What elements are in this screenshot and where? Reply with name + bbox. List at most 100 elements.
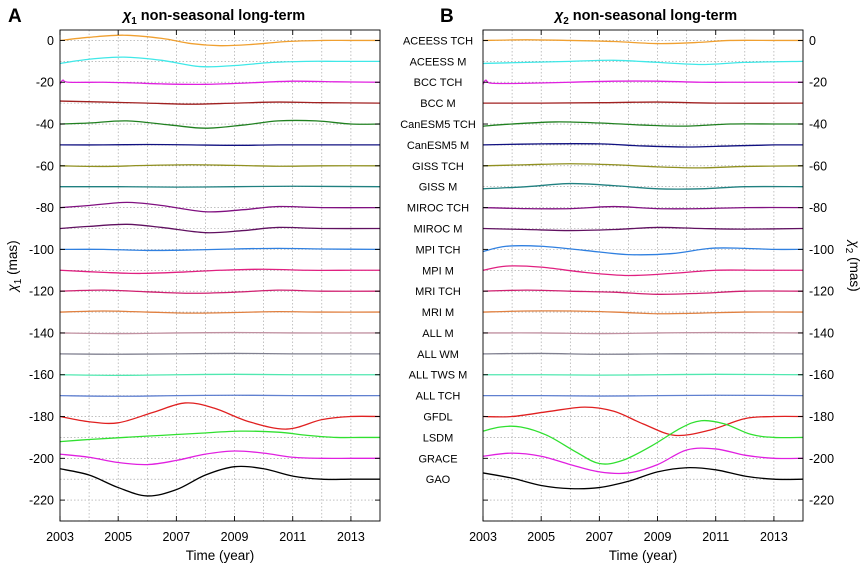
panel-b-series-all-wm [482,352,803,355]
panel-b-series-mri-m [482,310,804,315]
panel-b-y-tick-label: -180 [809,410,834,424]
panel-a-title: χ1 non-seasonal long-term [121,8,305,27]
panel-b-series-mri-tch [482,289,804,295]
panel-a-y-tick-label: -60 [36,159,54,173]
series-label-all-tws-m: ALL TWS M [409,370,468,382]
panel-b-series-aceess-tch [482,39,803,45]
panel-b-series-giss-tch [482,163,804,169]
panel-b-y-tick-label: -220 [809,494,834,508]
panel-a-series-canesm5-m [59,143,380,146]
panel-a-y-tick-label: -140 [29,326,54,340]
panel-b-series-all-tch [482,394,804,397]
series-label-gfdl: GFDL [423,412,452,424]
series-label-aceess-m: ACEESS M [410,56,467,68]
panel-a-y-tick-label: -220 [29,494,54,508]
panel-b-y-tick-label: -80 [809,201,827,215]
panel-b-series-mpi-m [482,265,803,277]
series-label-all-wm: ALL WM [417,349,459,361]
panel-b-series-gfdl [482,406,804,437]
panel-b-series-giss-m [482,182,804,190]
series-label-bcc-m: BCC M [420,98,455,110]
panel-a-ticks [59,30,380,521]
panel-a-x-tick-label: 2011 [279,530,306,544]
panel-a-series-mri-m [59,310,381,314]
panel-a-series-miroc-m [59,223,381,234]
panel-a-y-tick-label: -80 [36,201,54,215]
panel-a-series-grace [59,450,380,466]
panel-b-x-tick-label: 2011 [702,530,729,544]
series-label-miroc-tch: MIROC TCH [407,203,469,215]
panel-a-y-tick-label: -100 [29,243,54,257]
panel-b-x-axis-label: Time (year) [609,548,678,563]
panel-b-series-all-tws-m [482,373,804,376]
panel-b-y-tick-label: -60 [809,159,827,173]
panel-a-x-tick-label: 2007 [162,530,190,544]
panel-a-x-axis-label: Time (year) [186,548,255,563]
panel-a-series-giss-tch [59,164,381,168]
panel-b-series-miroc-m [482,226,804,232]
panel-a-series-mpi-tch [59,247,381,252]
panel-b-series-bcc-tch [482,79,803,85]
panel-b-y-tick-labels: 0 -20 -40 -60 -80 -100 -120 -140 -160 -180 -200 -22… [809,34,834,508]
panel-a-x-tick-label: 2003 [46,530,74,544]
panel-a-x-tick-label: 2013 [337,530,365,544]
panel-a-series-all-m [59,331,381,335]
panel-a-series-gfdl [59,402,381,430]
panel-b-letter: B [440,6,454,27]
series-label-canesm5-tch: CanESM5 TCH [400,119,476,131]
panel-a-series-all-wm [59,352,381,355]
series-label-mpi-tch: MPI TCH [415,244,460,256]
panel-b-x-tick-label: 2013 [760,530,788,544]
series-label-canesm5-m: CanESM5 M [407,140,469,152]
series-label-all-tch: ALL TCH [416,391,461,403]
panel-a-series-giss-m [59,185,381,188]
panel-a-x-tick-label: 2009 [221,530,249,544]
panel-b-series-canesm5-tch [482,121,803,127]
panel-b-series [482,39,804,490]
panel-a-y-tick-label: 0 [47,34,54,48]
panel-a-y-tick-labels: 0 -20 -40 -60 -80 -100 -120 -140 -160 -180 -200 -22… [29,34,54,508]
panel-b-y-tick-label: -160 [809,368,834,382]
panel-b-series-lsdm [482,419,804,465]
panel-b-series-grace [482,447,804,475]
series-label-mpi-m: MPI M [422,265,454,277]
panel-b-series-miroc-tch [482,205,804,210]
series-labels: ACEESS TCH ACEESS M BCC TCH BCC M CanESM5 TC… [400,35,476,486]
panel-b-y-tick-label: -100 [809,243,834,257]
panel-a-series-all-tws-m [59,373,381,377]
panel-b-title: χ2 non-seasonal long-term [553,8,737,27]
series-label-giss-m: GISS M [419,182,458,194]
panel-a-series-mri-tch [59,289,381,294]
panel-a-y-tick-label: -20 [36,76,54,90]
panel-a-x-tick-label: 2005 [104,530,132,544]
panel-b-y-axis-label: χ2 (mas) [843,239,862,291]
panel-b-series-all-m [482,331,804,335]
panel-a-series-bcc-m [59,100,381,105]
panel-a-y-tick-label: -200 [29,452,54,466]
series-label-grace: GRACE [418,453,457,465]
panel-a-series-mpi-m [59,268,380,275]
panel-a-series-aceess-m [59,56,380,68]
panel-a-x-tick-labels: 2003 2005 2007 2009 2011 2013 [46,530,365,544]
panel-a-series-all-tch [59,394,381,397]
panel-a-y-tick-label: -160 [29,368,54,382]
panel-b-x-tick-label: 2009 [644,530,672,544]
series-label-aceess-tch: ACEESS TCH [403,35,473,47]
panel-b-x-tick-label: 2007 [585,530,613,544]
panel-b-series-gao [482,467,804,490]
panel-a-letter: A [8,6,22,27]
panel-a-axes-frame [59,29,381,522]
panel-a-y-tick-label: -120 [29,285,54,299]
panel-b-ticks [482,30,803,521]
series-label-mri-tch: MRI TCH [415,286,461,298]
panel-a-series-bcc-tch [59,79,381,86]
panel-b-axes-frame [482,29,804,522]
panel-b-series-canesm5-m [482,143,804,148]
series-label-miroc-m: MIROC M [414,223,463,235]
series-label-lsdm: LSDM [423,432,454,444]
panel-a: A χ1 non-seasonal long-term 2003 2005 2007… [5,6,381,563]
panel-b: B χ2 non-seasonal long-term 2003 2005 2007… [440,6,862,563]
series-label-gao: GAO [426,474,451,486]
panel-b-series-aceess-m [482,59,804,66]
